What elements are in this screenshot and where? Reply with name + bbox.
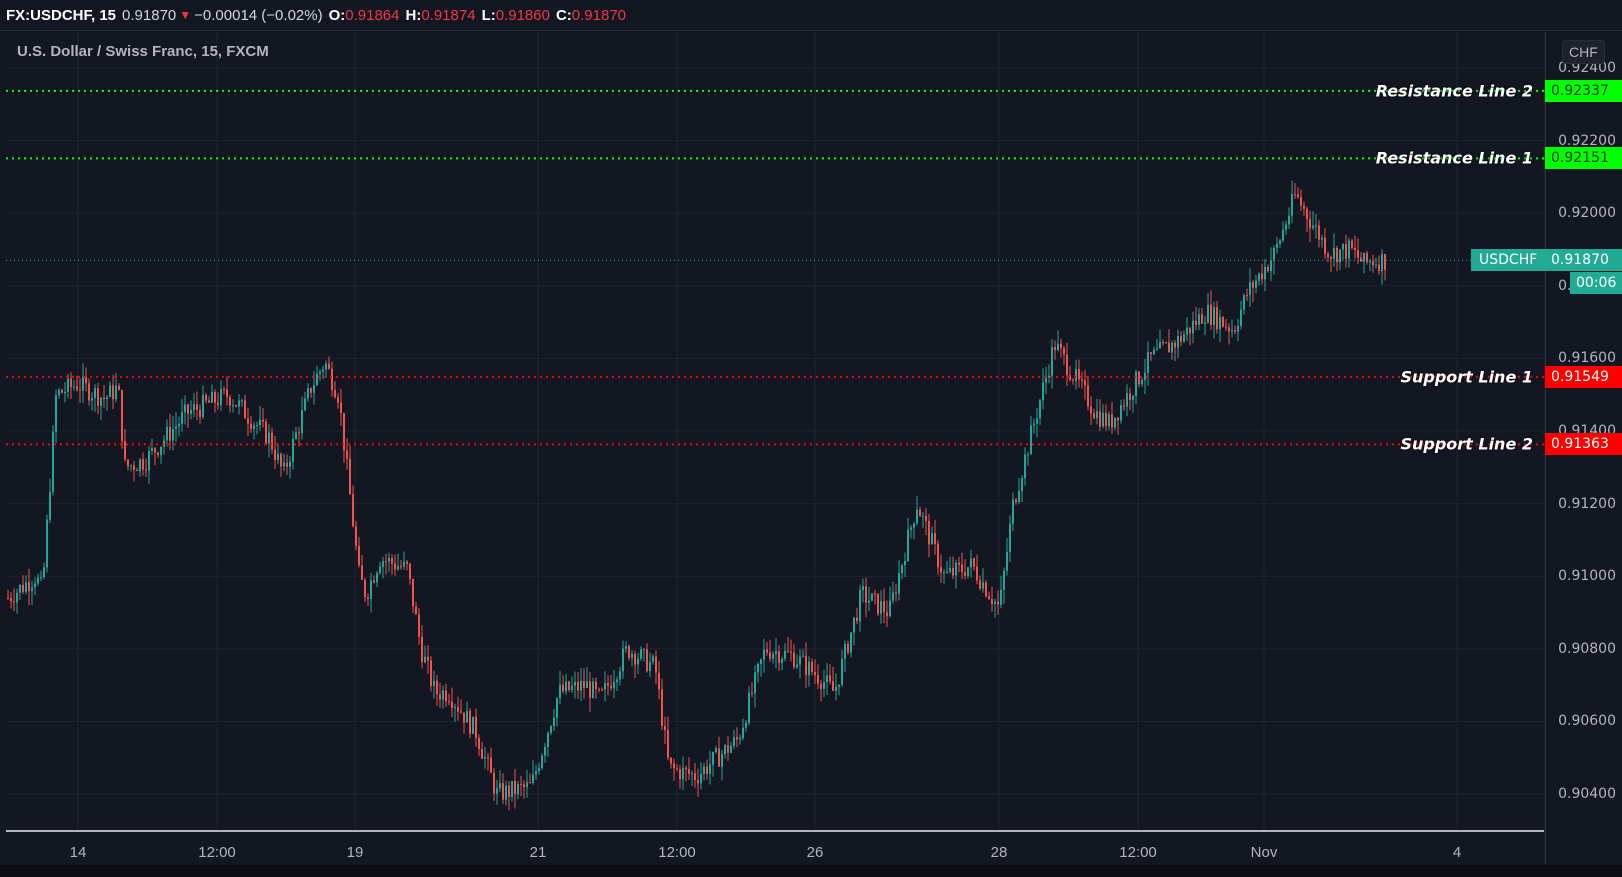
symbol-interval[interactable]: FX:USDCHF, 15 bbox=[6, 6, 117, 24]
open-value: 0.91864 bbox=[345, 6, 400, 24]
last-price-symbol-tag: USDCHF bbox=[1471, 249, 1546, 272]
countdown-value: 00:06 bbox=[1576, 275, 1617, 292]
price-tick: 0.92400 bbox=[1558, 60, 1616, 76]
close-key: C: bbox=[555, 6, 572, 24]
horizontal-line-price-tag: 0.92151 bbox=[1545, 147, 1622, 170]
horizontal-line-price-tag: 0.91549 bbox=[1545, 365, 1622, 388]
time-label: 28 bbox=[990, 844, 1008, 861]
price-tick: 0.92000 bbox=[1558, 205, 1616, 222]
horizontal-line-label[interactable]: Resistance Line 2 bbox=[1375, 81, 1533, 101]
high-key: H: bbox=[405, 6, 422, 24]
bar-countdown-tag: 00:06 bbox=[1570, 272, 1622, 295]
time-label: 4 bbox=[1452, 844, 1462, 861]
time-label: 26 bbox=[806, 844, 824, 861]
chart-legend-title[interactable]: U.S. Dollar / Swiss Franc, 15, FXCM bbox=[17, 43, 269, 60]
horizontal-line-label[interactable]: Resistance Line 1 bbox=[1375, 148, 1533, 168]
time-label: 12:00 bbox=[658, 844, 696, 861]
time-label: 19 bbox=[346, 844, 364, 861]
low-value: 0.91860 bbox=[495, 6, 550, 24]
open-key: O: bbox=[328, 6, 346, 24]
triangle-down-icon: ▼ bbox=[179, 8, 192, 22]
price-tick: 0.90400 bbox=[1558, 786, 1616, 802]
time-label: 14 bbox=[69, 844, 87, 861]
price-tick: 0.90600 bbox=[1558, 713, 1616, 730]
time-label: 21 bbox=[529, 844, 547, 861]
price-change: −0.00014 (−0.02%) bbox=[194, 6, 323, 24]
horizontal-line-label[interactable]: Support Line 1 bbox=[1400, 367, 1533, 387]
bottom-strip bbox=[0, 865, 1622, 877]
currency-button[interactable]: CHF bbox=[1562, 40, 1605, 64]
horizontal-line-price-tag: 0.91363 bbox=[1545, 433, 1622, 456]
time-axis[interactable]: 14 12:00 19 21 12:00 26 28 12:00 Nov 4 bbox=[6, 830, 1544, 866]
price-tick: 0.91200 bbox=[1558, 495, 1616, 512]
price-tick: 0.91600 bbox=[1558, 350, 1616, 367]
last-price-tag: 0.91870 bbox=[1545, 249, 1622, 272]
high-value: 0.91874 bbox=[421, 6, 476, 24]
time-label: 12:00 bbox=[198, 844, 236, 861]
last-price-value: 0.91870 bbox=[1551, 252, 1609, 269]
last-price: 0.91870 bbox=[122, 6, 177, 24]
horizontal-line-price-tag: 0.92337 bbox=[1545, 79, 1622, 102]
price-tick: 0.92200 bbox=[1558, 132, 1616, 149]
close-value: 0.91870 bbox=[571, 6, 627, 24]
low-key: L: bbox=[481, 6, 496, 24]
price-tick: 0.90800 bbox=[1558, 640, 1616, 657]
time-label: 12:00 bbox=[1119, 844, 1157, 861]
price-tick: 0.91000 bbox=[1558, 568, 1616, 585]
horizontal-line-label[interactable]: Support Line 2 bbox=[1400, 434, 1533, 454]
time-label: Nov bbox=[1250, 844, 1278, 861]
symbol-header: FX:USDCHF, 15 0.91870 ▼ −0.00014 (−0.02%… bbox=[0, 0, 1622, 31]
